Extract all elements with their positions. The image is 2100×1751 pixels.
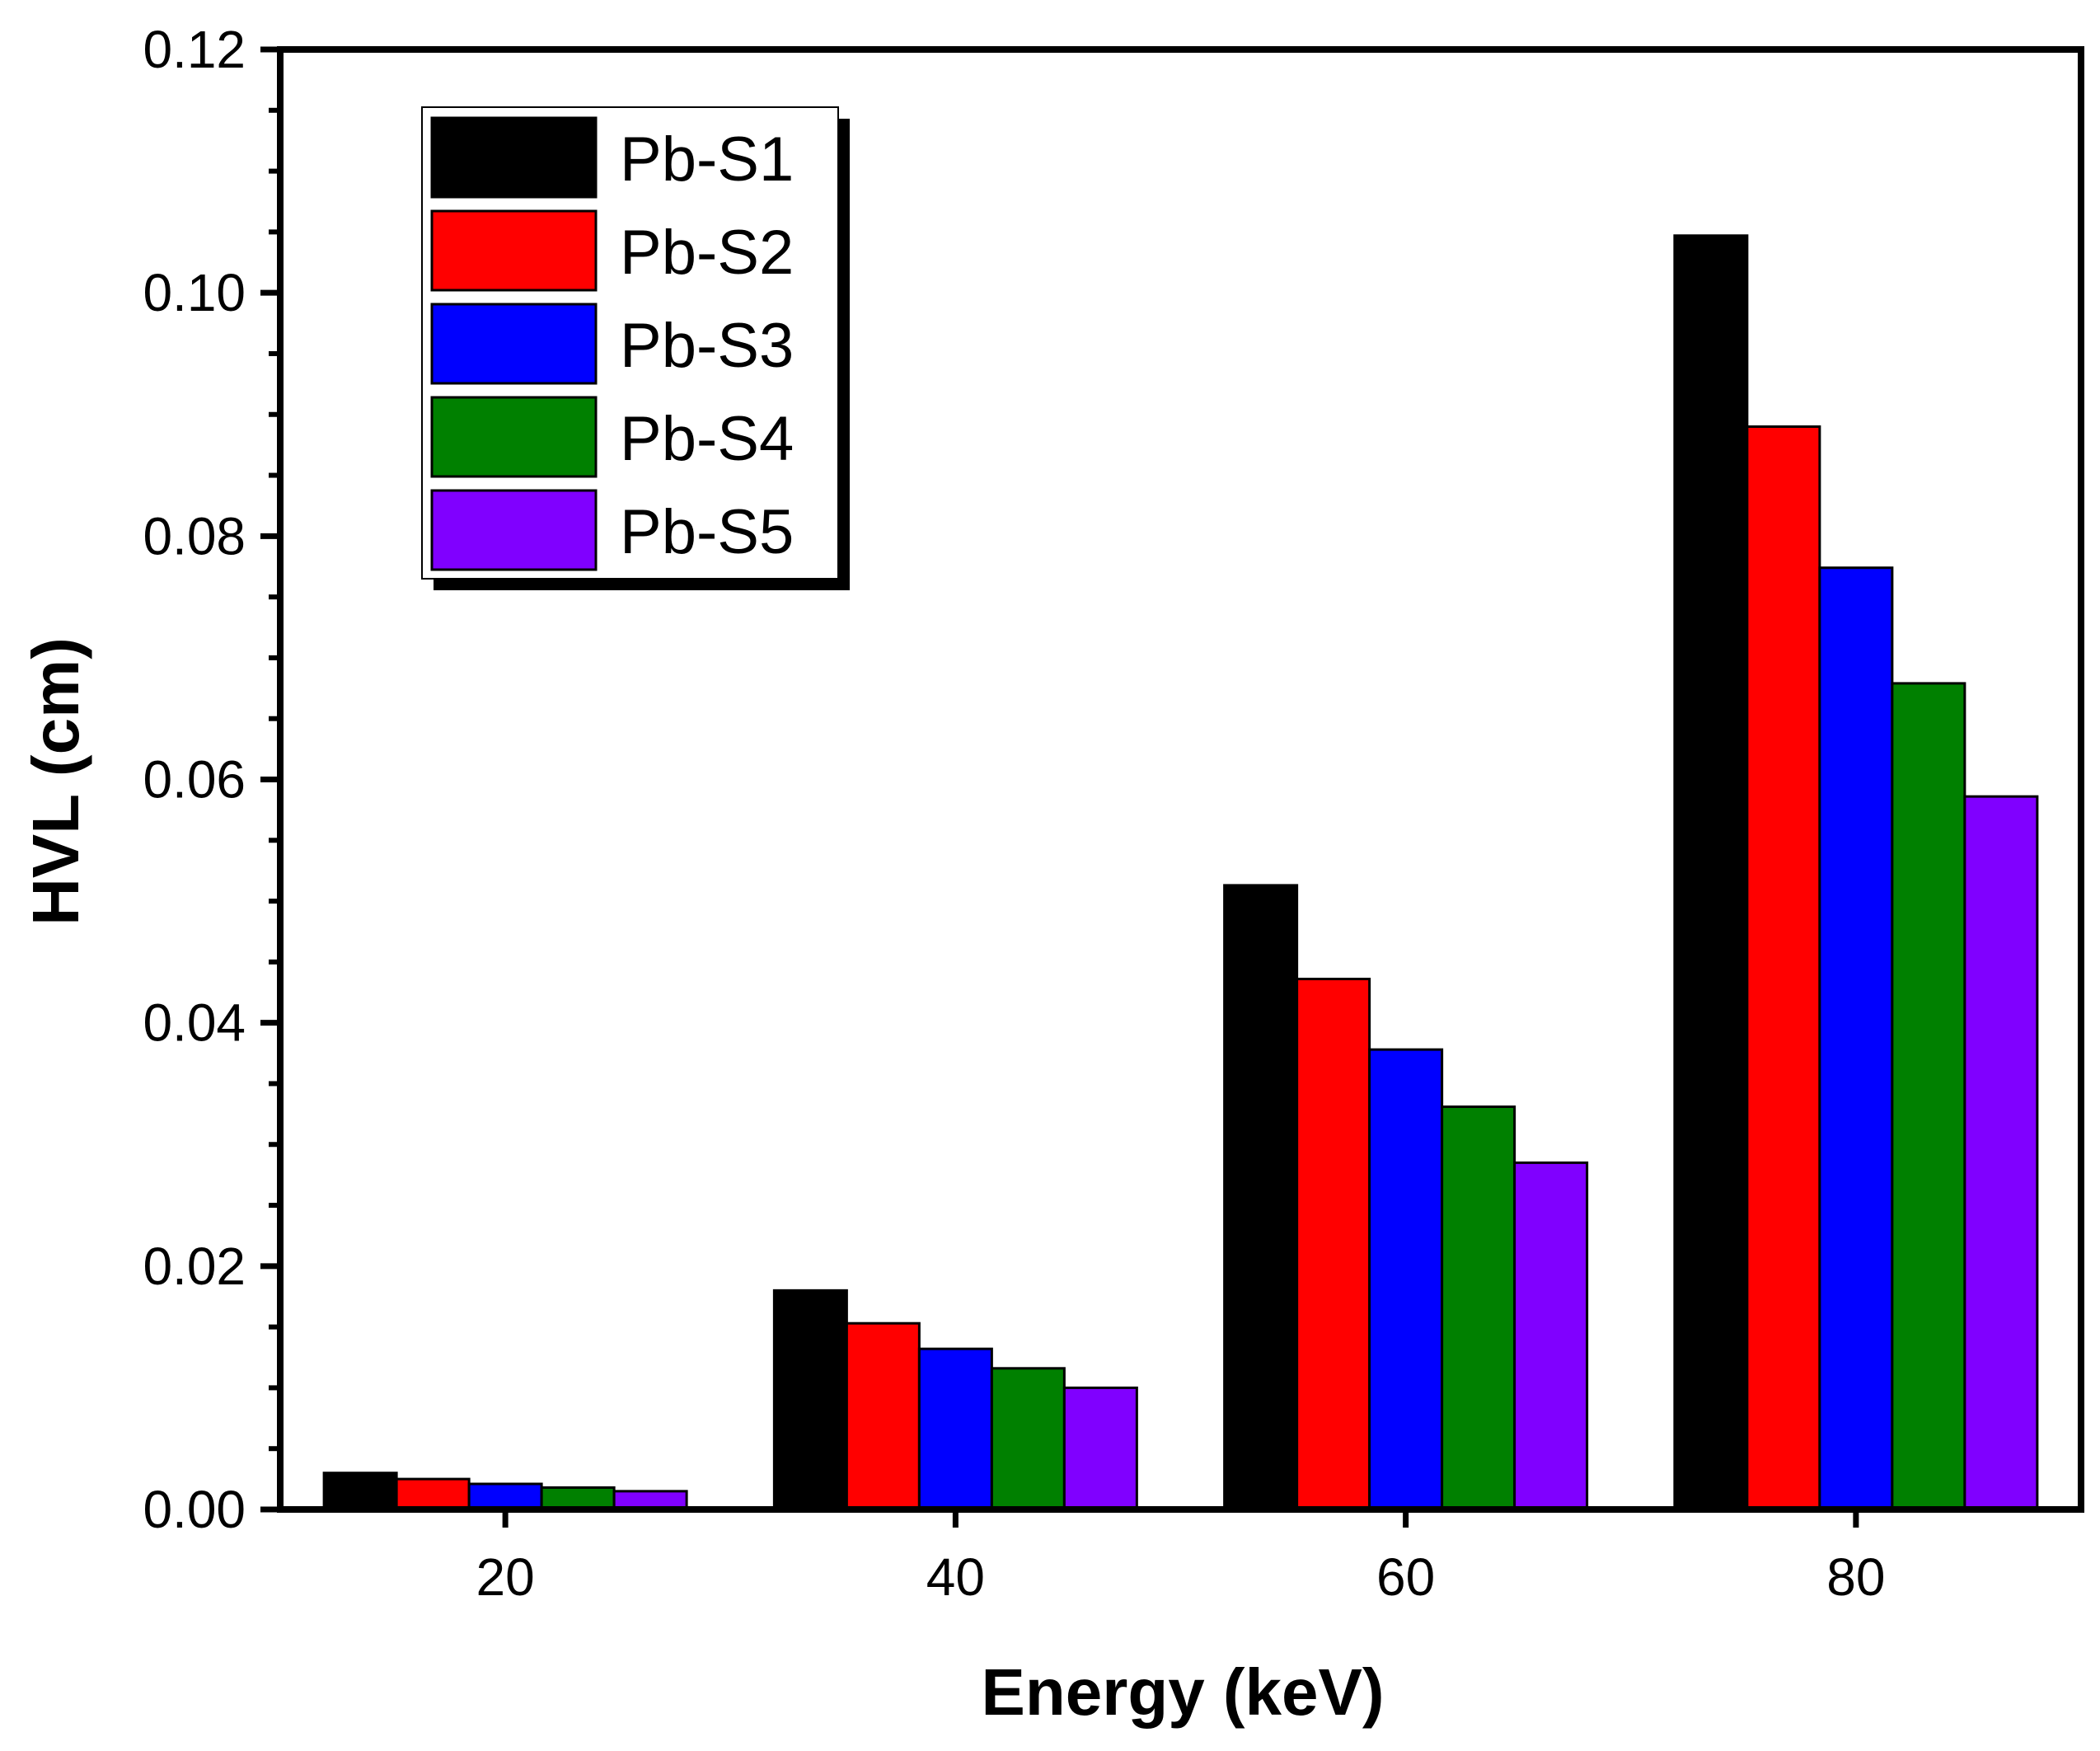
x-tick-label: 20: [476, 1547, 535, 1607]
legend-label-pb-s5: Pb-S5: [620, 497, 794, 567]
y-tick-label: 0.10: [143, 263, 246, 322]
labels-layer: 0.00 0.02 0.04 0.06 0.08 0.10 0.12 20 40 60 80: [143, 20, 1885, 1607]
bar-pb-s3-40: [917, 1347, 993, 1511]
bar-pb-s3-80: [1818, 566, 1894, 1511]
y-tick-label: 0.00: [143, 1480, 246, 1539]
bar-pb-s2-60: [1296, 978, 1371, 1511]
bar-pb-s3-60: [1368, 1048, 1444, 1511]
bar-pb-s1-40: [772, 1289, 848, 1511]
bar-pb-s2-80: [1746, 425, 1821, 1511]
bar-pb-s4-60: [1441, 1105, 1516, 1511]
x-tick-label: 60: [1376, 1547, 1435, 1607]
y-tick-label: 0.12: [143, 20, 246, 79]
bar-pb-s5-60: [1513, 1161, 1589, 1511]
bar-pb-s5-40: [1062, 1386, 1138, 1511]
bars-layer: [322, 234, 2039, 1511]
legend-swatch-pb-s1: [430, 116, 598, 199]
bar-pb-s5-80: [1963, 795, 2039, 1511]
legend: Pb-S1 Pb-S2 Pb-S3 Pb-S4 Pb-S5: [421, 106, 850, 590]
y-axis-title: HVL (cm): [19, 637, 92, 926]
y-tick-label: 0.06: [143, 750, 246, 810]
plot-frame: [277, 46, 2084, 1513]
bar-pb-s3-20: [467, 1482, 543, 1511]
x-tick-label: 40: [926, 1547, 985, 1607]
legend-swatch-pb-s4: [430, 396, 598, 478]
bar-pb-s2-20: [395, 1477, 471, 1511]
x-tick-label: 80: [1826, 1547, 1885, 1607]
legend-label-pb-s3: Pb-S3: [620, 311, 794, 381]
x-axis-title: Energy (keV): [981, 1655, 1384, 1729]
legend-label-pb-s4: Pb-S4: [620, 404, 794, 474]
bar-pb-s1-20: [322, 1472, 398, 1511]
legend-swatch-pb-s2: [430, 209, 598, 292]
legend-swatch-pb-s5: [430, 489, 598, 571]
bar-pb-s1-60: [1223, 884, 1299, 1511]
bar-pb-s2-40: [845, 1321, 921, 1511]
legend-label-pb-s2: Pb-S2: [620, 218, 794, 288]
y-tick-label: 0.08: [143, 506, 246, 566]
bar-pb-s4-40: [990, 1367, 1066, 1511]
y-tick-label: 0.02: [143, 1237, 246, 1296]
legend-swatch-pb-s3: [430, 303, 598, 385]
bar-pb-s4-80: [1891, 682, 1966, 1511]
bar-pb-s1-80: [1673, 234, 1749, 1511]
legend-label-pb-s1: Pb-S1: [620, 124, 794, 195]
y-tick-label: 0.04: [143, 993, 246, 1053]
